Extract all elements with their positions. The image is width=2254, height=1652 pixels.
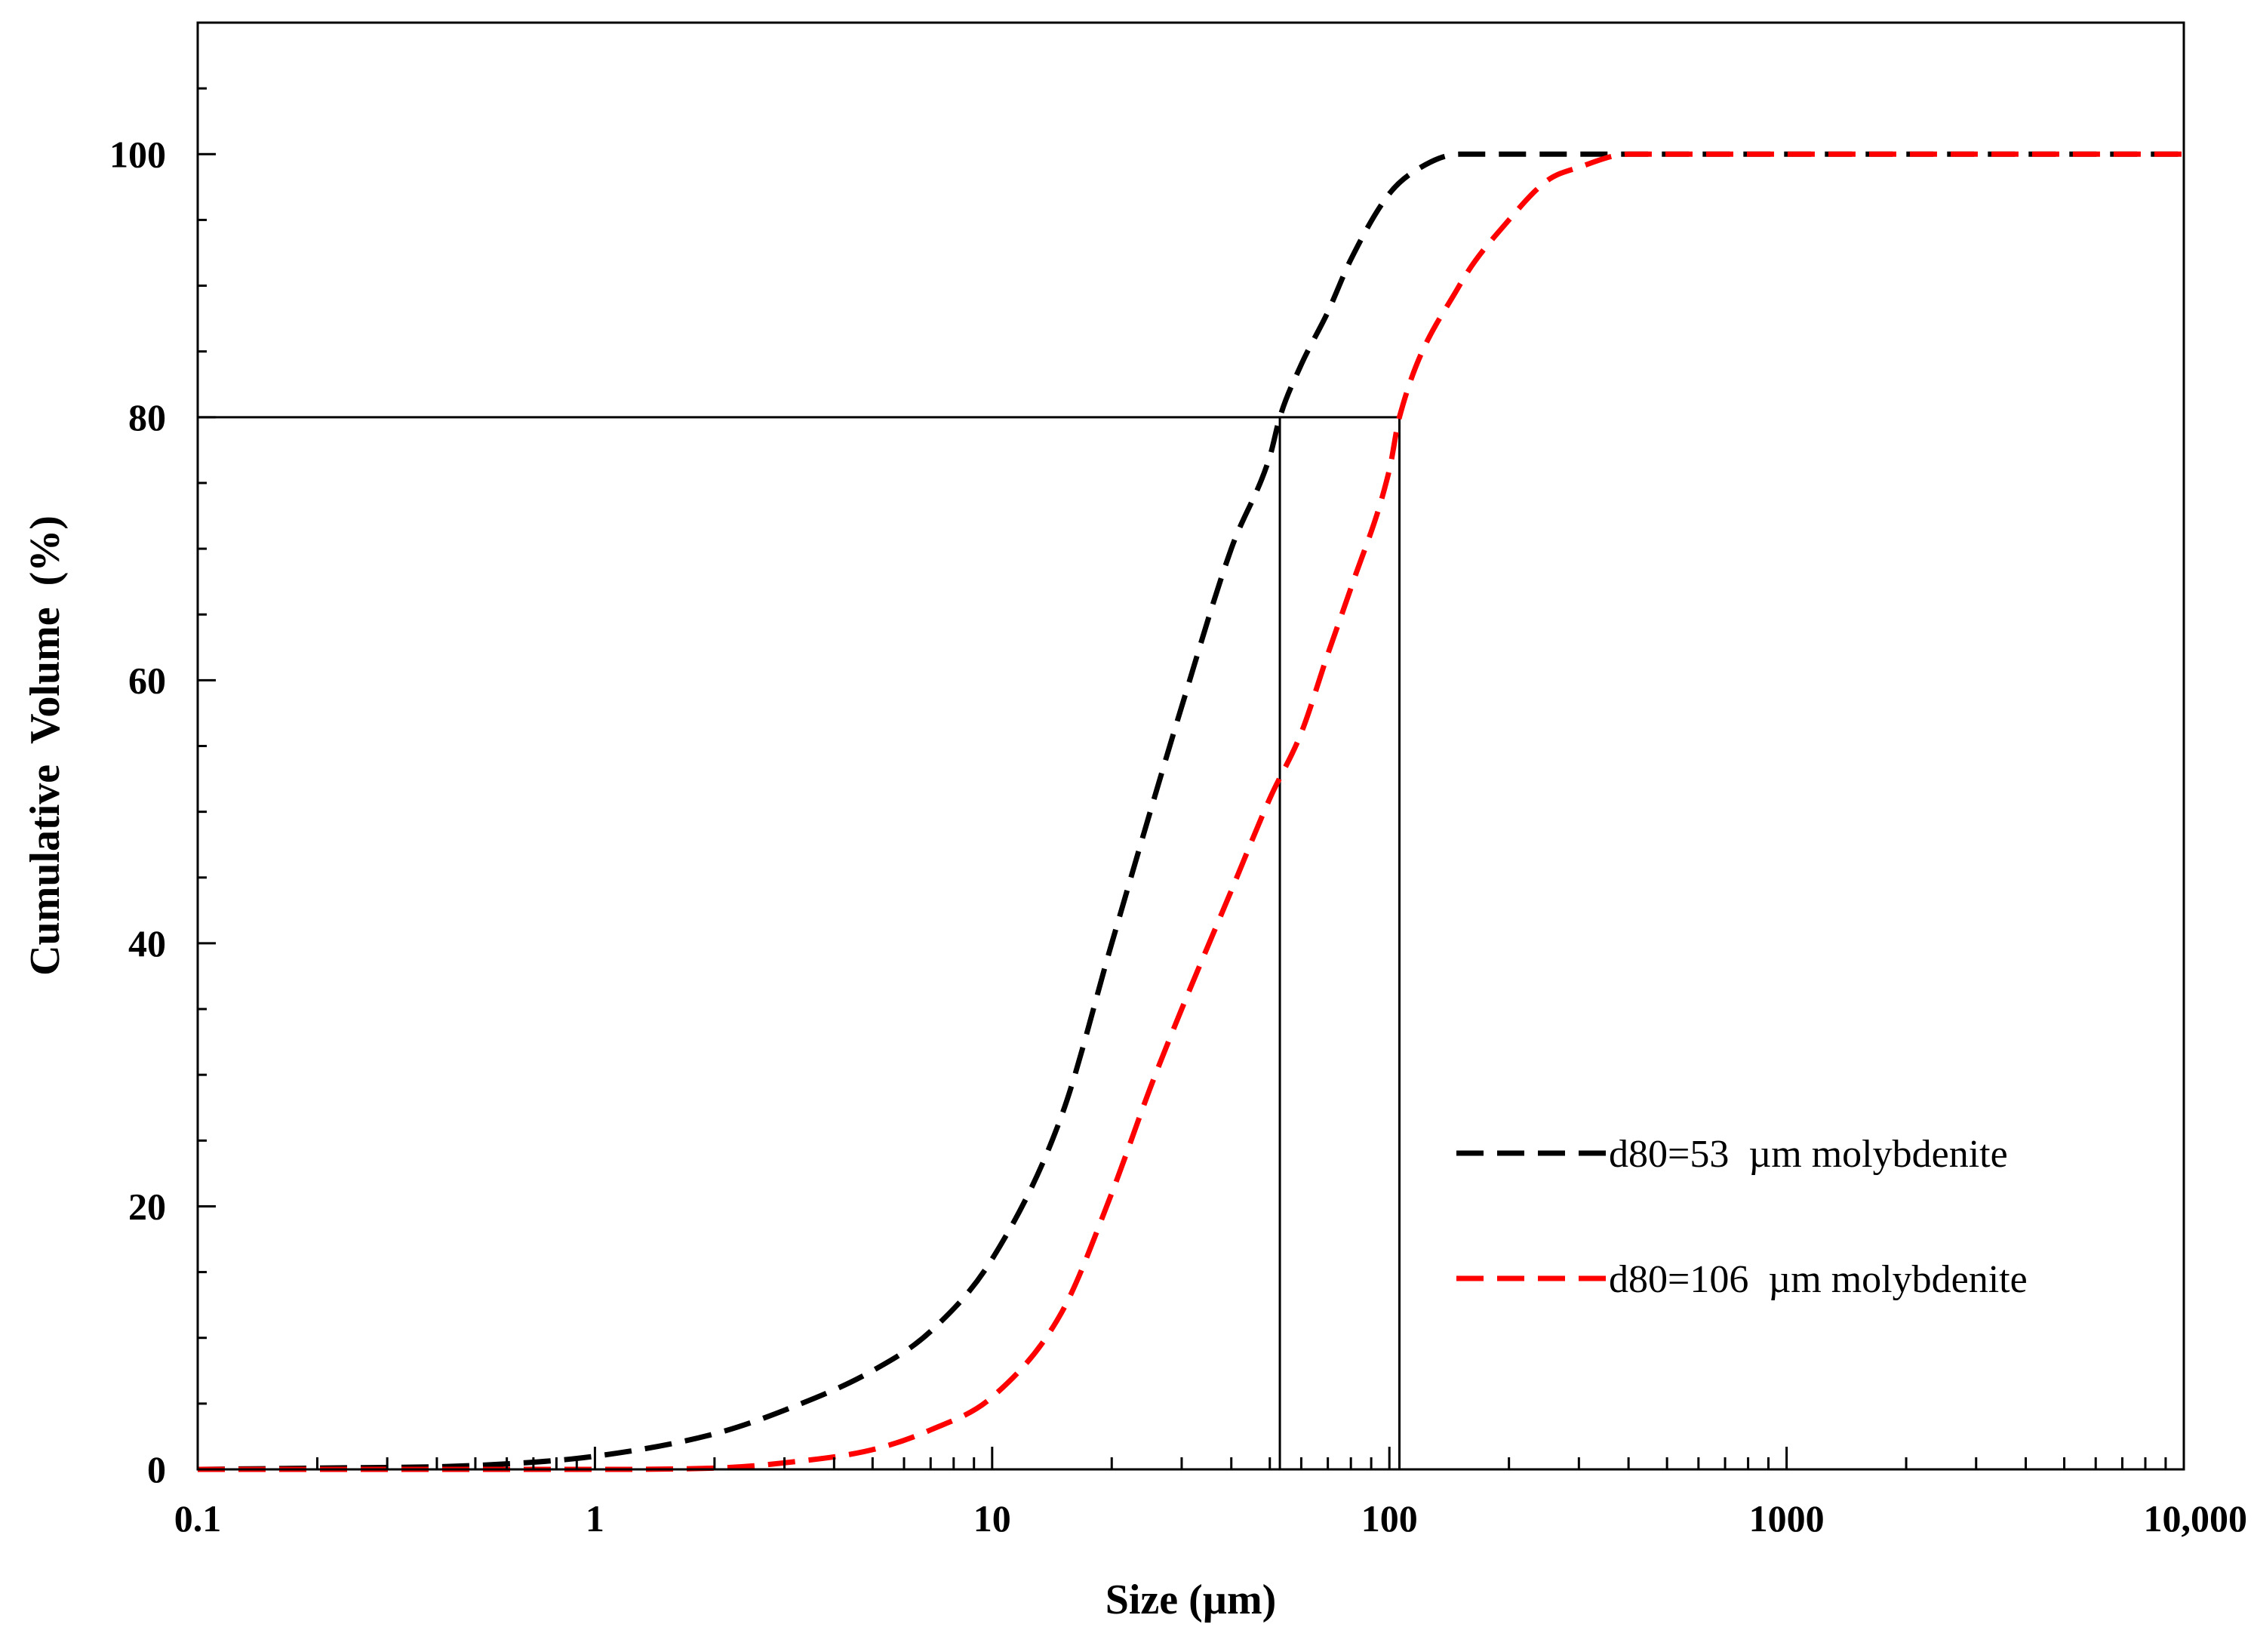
x-tick-label: 1 (586, 1497, 604, 1540)
y-tick-label: 100 (109, 133, 166, 175)
d80-reference-lines (198, 416, 1401, 1469)
axis-tick-labels: 0.1 1 10 100 1000 10,000 0 20 40 60 80 100 (109, 133, 2247, 1540)
legend-label-d80-106: d80=106 µm molybdenite (1609, 1258, 2028, 1301)
y-tick-label: 80 (128, 396, 166, 438)
legend-label-d80-53: d80=53 µm molybdenite (1609, 1133, 2008, 1176)
series-line-0 (197, 151, 2184, 1472)
x-tick-label: 0.1 (174, 1497, 222, 1540)
x-tick-label: 1000 (1749, 1497, 1825, 1540)
y-tick-label: 20 (128, 1185, 166, 1227)
y-tick-label: 40 (128, 922, 166, 964)
y-tick-label: 0 (147, 1448, 166, 1490)
series-layer (197, 151, 2184, 1472)
x-tick-label: 10 (973, 1497, 1011, 1540)
x-tick-label: 10,000 (2144, 1497, 2248, 1540)
legend: d80=53 µm molybdenite d80=106 µm molybde… (1456, 1133, 2028, 1301)
y-axis-title: Cumulative Volume (%) (22, 515, 69, 976)
x-axis-title: Size (µm) (1105, 1577, 1277, 1623)
axis-ticks (196, 21, 2185, 1471)
series-line-1 (198, 151, 2184, 1472)
y-tick-label: 60 (128, 659, 166, 701)
x-tick-label: 100 (1361, 1497, 1418, 1540)
